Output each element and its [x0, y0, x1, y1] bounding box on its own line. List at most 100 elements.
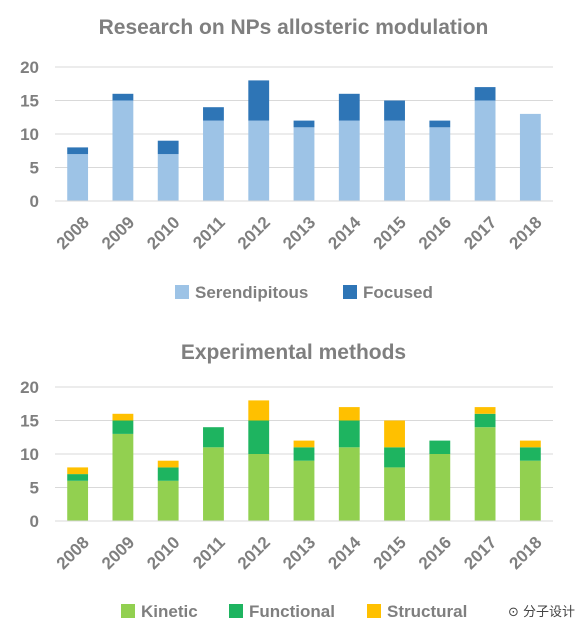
y-tick-label: 15	[20, 412, 39, 431]
bar-functional-2012	[248, 420, 270, 454]
x-tick-label: 2010	[143, 533, 183, 573]
legend: Kinetic Functional Structural	[121, 602, 467, 621]
bar-functional-2009	[112, 420, 134, 434]
bar-focused-2012	[248, 80, 270, 121]
bar-kinetic-2012	[248, 454, 270, 521]
bar-kinetic-2017	[474, 427, 496, 521]
legend-swatch-functional	[229, 604, 243, 618]
x-tick-label: 2012	[234, 213, 274, 253]
bar-focused-2009	[112, 93, 134, 101]
y-tick-label: 20	[20, 378, 39, 397]
x-tick-label: 2013	[279, 213, 319, 253]
bar-serendipitous-2011	[203, 120, 224, 201]
x-tick-label: 2009	[98, 533, 138, 573]
bar-serendipitous-2014	[338, 120, 360, 201]
watermark-text: 分子设计	[522, 605, 575, 620]
bar-functional-2016	[429, 440, 451, 454]
bar-structural-2010	[157, 460, 179, 468]
bar-serendipitous-2012	[248, 120, 270, 201]
y-tick-label: 5	[30, 159, 39, 178]
bar-focused-2008	[67, 147, 89, 155]
y-tick-label: 0	[30, 512, 39, 531]
bar-functional-2008	[67, 474, 89, 481]
x-tick-label: 2016	[415, 533, 455, 573]
x-tick-label: 2010	[143, 213, 183, 253]
bar-functional-2011	[203, 427, 224, 448]
bar-focused-2015	[384, 100, 405, 121]
legend-swatch-kinetic	[121, 604, 135, 618]
legend-label-kinetic: Kinetic	[141, 602, 198, 621]
research-chart: 0 5 10 15 20 2008 2009 2010 2011 2012 2013 2014 2015…	[20, 58, 553, 302]
x-tick-label: 2011	[189, 213, 229, 253]
y-tick-label: 10	[20, 125, 39, 144]
chart-title-2: Experimental methods	[180, 341, 407, 364]
bar-structural-2015	[384, 420, 405, 448]
y-tick-label: 0	[30, 192, 39, 211]
bar-serendipitous-2009	[112, 100, 134, 201]
bar-structural-2013	[293, 440, 315, 448]
bar-serendipitous-2015	[384, 120, 405, 201]
bar-serendipitous-2010	[157, 154, 179, 201]
bar-kinetic-2014	[338, 447, 360, 521]
bar-structural-2018	[519, 440, 541, 448]
x-tick-label: 2018	[505, 533, 545, 573]
bar-functional-2018	[519, 447, 541, 461]
y-tick-label: 20	[20, 58, 39, 77]
bar-focused-2016	[429, 120, 451, 128]
bar-functional-2014	[338, 420, 360, 448]
x-tick-label: 2008	[53, 213, 93, 253]
methods-chart: 0 5 10 15 20 2008 2009 2010 2011 2012 2013 2014 2015…	[20, 378, 553, 621]
x-tick-label: 2016	[415, 213, 455, 253]
bar-kinetic-2016	[429, 454, 451, 521]
x-tick-label: 2015	[370, 213, 410, 253]
x-tick-label: 2009	[98, 213, 138, 253]
bar-kinetic-2013	[293, 460, 315, 521]
legend-label-serendipitous: Serendipitous	[195, 283, 308, 302]
bar-focused-2017	[474, 87, 496, 101]
legend-label-structural: Structural	[387, 602, 467, 621]
chart-title-1: Research on NPs allosteric modulation	[98, 16, 489, 39]
bar-kinetic-2008	[67, 480, 89, 521]
x-tick-label: 2008	[53, 533, 93, 573]
bar-structural-2009	[112, 413, 134, 421]
x-tick-label: 2018	[505, 213, 545, 253]
x-tick-label: 2013	[279, 533, 319, 573]
x-tick-label: 2015	[370, 533, 410, 573]
bar-serendipitous-2018	[519, 113, 541, 201]
bar-structural-2014	[338, 407, 360, 421]
bar-functional-2013	[293, 447, 315, 461]
bar-focused-2013	[293, 120, 315, 128]
legend-label-focused: Focused	[363, 283, 433, 302]
bar-kinetic-2009	[112, 433, 134, 521]
legend-swatch-serendipitous	[175, 285, 189, 299]
x-tick-label: 2011	[189, 533, 229, 573]
legend-swatch-focused	[343, 285, 357, 299]
y-tick-label: 10	[20, 445, 39, 464]
bar-serendipitous-2013	[293, 127, 315, 201]
x-tick-label: 2017	[460, 533, 500, 573]
legend: Serendipitous Focused	[175, 283, 433, 302]
bar-functional-2017	[474, 413, 496, 428]
x-tick-label: 2014	[324, 532, 365, 573]
bar-focused-2010	[157, 140, 179, 155]
bar-functional-2010	[157, 467, 179, 481]
bar-serendipitous-2016	[429, 127, 451, 201]
bar-serendipitous-2017	[474, 100, 496, 201]
y-tick-label: 15	[20, 92, 39, 111]
y-tick-label: 5	[30, 479, 39, 498]
bar-structural-2012	[248, 400, 270, 421]
legend-swatch-structural	[367, 604, 381, 618]
bar-structural-2008	[67, 467, 89, 475]
bar-functional-2015	[384, 447, 405, 468]
bar-focused-2011	[203, 107, 224, 121]
bar-kinetic-2010	[157, 480, 179, 521]
bar-kinetic-2015	[384, 467, 405, 521]
x-tick-label: 2017	[460, 213, 500, 253]
bar-focused-2014	[338, 93, 360, 121]
bar-kinetic-2018	[519, 460, 541, 521]
watermark: ⊙ 分子设计	[508, 601, 575, 620]
bar-serendipitous-2008	[67, 154, 89, 201]
bar-kinetic-2011	[203, 447, 224, 521]
x-tick-label: 2012	[234, 533, 274, 573]
bar-structural-2017	[474, 407, 496, 414]
